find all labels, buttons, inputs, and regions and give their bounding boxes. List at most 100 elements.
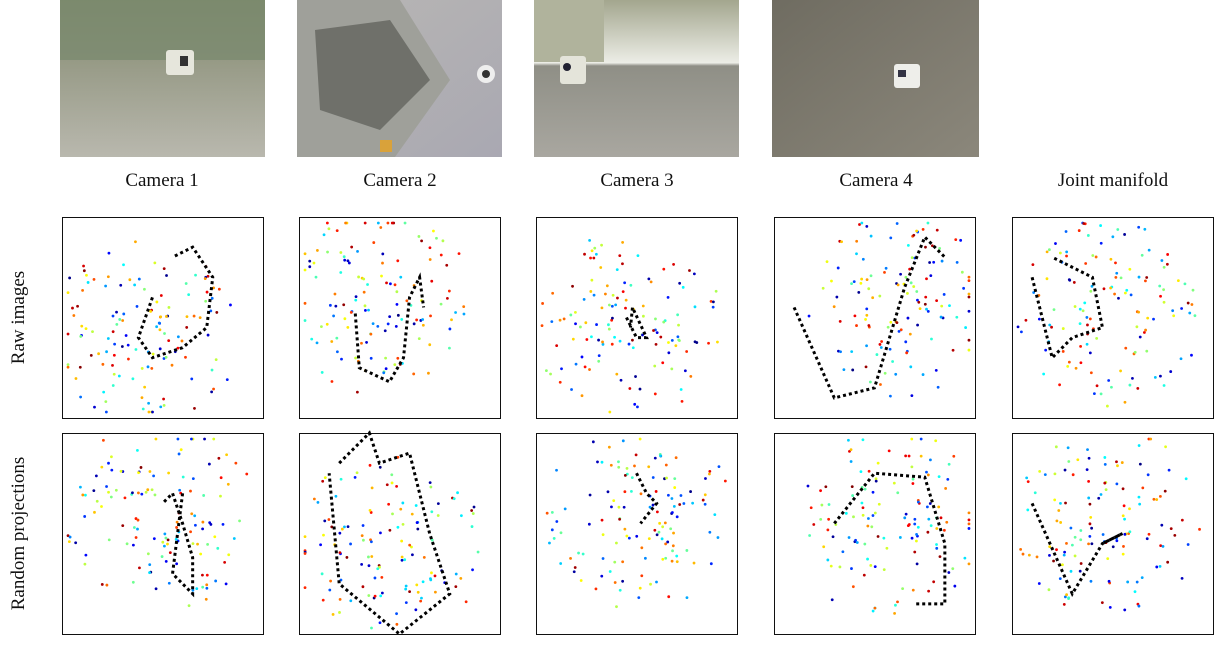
scatter-point <box>926 505 929 508</box>
scatter-point <box>907 524 910 527</box>
scatter-point <box>1059 502 1062 505</box>
scatter-point <box>328 589 331 592</box>
scatter-point <box>951 567 954 570</box>
scatter-point <box>614 304 617 307</box>
scatter-point <box>346 326 349 329</box>
scatter-point <box>850 350 853 353</box>
scatter-point <box>343 317 346 320</box>
scatter-point <box>704 503 707 506</box>
scatter-point <box>1087 480 1090 483</box>
scatter-point <box>79 335 82 338</box>
scatter-point <box>304 535 307 538</box>
scatter-point <box>962 287 965 290</box>
scatter-point <box>901 587 904 590</box>
scatter-point <box>219 495 222 498</box>
scatter-point <box>826 528 829 531</box>
scatter-point <box>1138 444 1141 447</box>
scatter-panel <box>775 218 976 419</box>
scatter-point <box>313 498 316 501</box>
scatter-point <box>676 560 679 563</box>
figure: Camera 1Camera 2Camera 3Camera 4Joint ma… <box>0 0 1215 640</box>
scatter-point <box>1070 570 1073 573</box>
scatter-point <box>812 523 815 526</box>
scatter-point <box>473 506 476 509</box>
scatter-point <box>160 294 163 297</box>
scatter-point <box>435 237 438 240</box>
panel-frame <box>1013 434 1214 635</box>
scatter-point <box>152 474 155 477</box>
scatter-point <box>379 621 382 624</box>
scatter-point <box>204 277 207 280</box>
scatter-point <box>379 466 382 469</box>
scatter-point <box>541 324 544 327</box>
scatter-point <box>952 455 955 458</box>
scatter-point <box>867 517 870 520</box>
scatter-panel <box>300 218 501 419</box>
scatter-point <box>1048 248 1051 251</box>
scatter-point <box>893 482 896 485</box>
scatter-point <box>381 592 384 595</box>
scatter-point <box>612 499 615 502</box>
scatter-point <box>617 460 620 463</box>
scatter-point <box>440 254 443 257</box>
scatter-point <box>401 559 404 562</box>
scatter-point <box>222 523 225 526</box>
scatter-point <box>1109 287 1112 290</box>
scatter-point <box>648 537 651 540</box>
scatter-point <box>159 405 162 408</box>
scatter-point <box>364 222 367 225</box>
scatter-point <box>165 537 168 540</box>
scatter-point <box>658 522 661 525</box>
scatter-point <box>948 463 951 466</box>
scatter-point <box>710 562 713 565</box>
scatter-point <box>329 580 332 583</box>
scatter-point <box>859 282 862 285</box>
scatter-point <box>79 486 82 489</box>
scatter-point <box>848 536 851 539</box>
scatter-point <box>1067 596 1070 599</box>
scatter-point <box>1062 350 1065 353</box>
scatter-point <box>1110 386 1113 389</box>
scatter-point <box>339 598 342 601</box>
scatter-point <box>647 277 650 280</box>
scatter-point <box>866 525 869 528</box>
scatter-point <box>822 545 825 548</box>
scatter-point <box>85 327 88 330</box>
scatter-point <box>376 567 379 570</box>
scatter-point <box>867 287 870 290</box>
scatter-point <box>376 325 379 328</box>
scatter-point <box>1048 588 1051 591</box>
scatter-point <box>313 262 316 265</box>
scatter-point <box>354 476 357 479</box>
scatter-point <box>1027 480 1030 483</box>
scatter-point <box>159 315 162 318</box>
scatter-point <box>1158 285 1161 288</box>
scatter-point <box>415 583 418 586</box>
scatter-point <box>385 281 388 284</box>
scatter-point <box>143 386 146 389</box>
scatter-point <box>673 505 676 508</box>
scatter-point <box>665 464 668 467</box>
scatter-point <box>121 524 124 527</box>
scatter-point <box>588 523 591 526</box>
scatter-point <box>935 299 938 302</box>
scatter-point <box>1103 482 1106 485</box>
scatter-point <box>1089 503 1092 506</box>
scatter-point <box>321 572 324 575</box>
scatter-point <box>470 509 473 512</box>
scatter-point <box>168 306 171 309</box>
scatter-point <box>205 583 208 586</box>
scatter-point <box>389 282 392 285</box>
scatter-point <box>477 551 480 554</box>
scatter-point <box>925 277 928 280</box>
scatter-point <box>671 560 674 563</box>
scatter-point <box>381 262 384 265</box>
scatter-point <box>707 342 710 345</box>
scatter-point <box>828 503 831 506</box>
scatter-point <box>163 332 166 335</box>
scatter-point <box>404 588 407 591</box>
scatter-point <box>120 470 123 473</box>
scatter-point <box>907 317 910 320</box>
scatter-point <box>368 564 371 567</box>
scatter-point <box>440 303 443 306</box>
